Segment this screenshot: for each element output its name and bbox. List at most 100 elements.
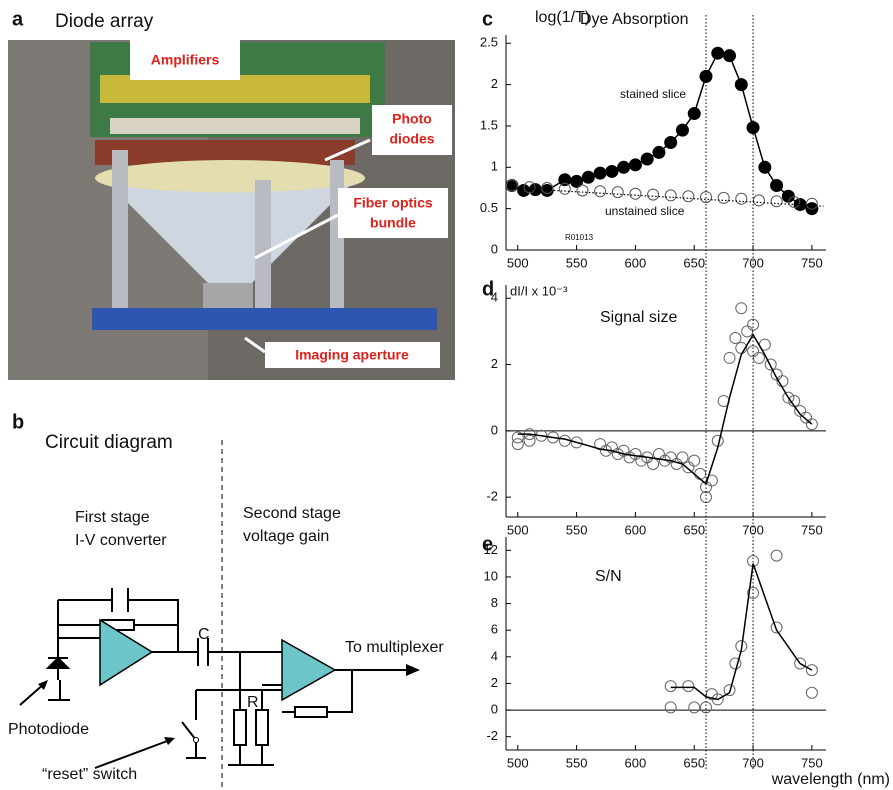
data-point [682,190,695,203]
data-point [628,158,642,172]
data-point [505,179,518,192]
photo-title: Diode array [55,11,154,32]
y-tick-label: 8 [491,595,498,610]
data-point [570,436,583,449]
panel-label: a [12,8,24,30]
x-tick-label: 750 [801,755,823,770]
data-point [735,192,748,205]
chart-title: S/N [595,568,622,585]
data-point [647,457,660,470]
data-point [535,429,548,442]
data-point [664,701,677,714]
annotation: R01013 [565,233,594,242]
stage-label: Second stage [243,505,341,522]
data-point [794,657,807,670]
data-point [747,586,760,599]
data-point [781,189,795,203]
data-point [541,181,554,194]
data-point [688,701,701,714]
switch-label: “reset” switch [42,766,137,783]
x-tick-label: 500 [507,255,529,270]
data-point [523,434,536,447]
y-tick-label: 0 [491,422,498,437]
data-point [752,351,765,364]
data-point [647,188,660,201]
photo-label: Fiber optics [353,195,433,211]
data-point [770,621,783,634]
data-line [511,52,813,210]
y-tick-label: 4 [491,648,498,663]
data-point [640,152,654,166]
data-point [700,191,712,204]
data-point [741,325,754,338]
data-point [788,196,801,209]
photo-label: bundle [370,215,416,231]
data-point [723,351,736,364]
photodiode-label: Photodiode [8,721,89,738]
data-point [664,136,678,149]
x-tick-label: 750 [801,255,823,270]
data-point [711,693,724,706]
data-point [581,170,595,184]
data-point [687,107,701,121]
y-tick-label: 0 [491,702,498,717]
data-point [676,451,689,464]
y-axis-label: log(1/T) [535,9,590,26]
y-tick-label: -2 [486,489,498,504]
stage-label: First stage [75,509,150,526]
x-tick-label: 600 [625,755,647,770]
x-tick-label: 550 [566,755,588,770]
data-point [758,160,772,174]
y-tick-label: 1 [491,159,498,174]
photo-label: Photo [392,111,432,127]
data-point [594,185,607,198]
data-point [770,195,783,208]
x-tick-label: 700 [742,755,764,770]
y-tick-label: 2 [491,675,498,690]
data-point [752,194,765,207]
annotation: unstained slice [605,204,685,218]
y-tick-label: 12 [484,542,498,557]
data-point [611,186,624,199]
panel-label: c [482,8,493,30]
x-tick-label: 650 [683,522,705,537]
y-tick-label: 6 [491,622,498,637]
panel-label: e [482,533,493,555]
chart-title: Dye Absorption [580,11,689,28]
x-tick-label: 750 [801,522,823,537]
photo-label: diodes [389,131,434,147]
data-point [694,467,707,480]
panel-label: d [482,278,494,300]
data-point [664,680,677,693]
data-point [764,358,777,371]
data-point [782,391,795,404]
y-tick-label: 10 [484,568,498,583]
data-point [805,202,819,216]
x-tick-label: 650 [683,255,705,270]
y-tick-label: 2 [491,76,498,91]
data-point [511,431,524,444]
x-tick-label: 700 [742,255,764,270]
data-point [528,183,542,197]
data-point [558,173,572,187]
data-point [805,686,818,699]
circuit [19,440,420,790]
data-point [711,46,725,60]
component-label: C [198,626,210,643]
data-point [682,680,695,693]
x-tick-label: 550 [566,255,588,270]
y-tick-label: 4 [491,290,498,305]
data-point [629,187,642,200]
panel-label: b [12,411,24,433]
data-point [570,174,584,188]
output-label: To multiplexer [345,639,444,656]
annotation: stained slice [620,87,686,101]
y-tick-label: 0 [491,241,498,256]
chart-title: Signal size [600,309,677,326]
y-tick-label: 2 [491,356,498,371]
y-tick-label: -2 [486,728,498,743]
photo [8,40,455,380]
data-point [576,184,589,197]
data-point [511,438,524,451]
data-point [652,145,666,159]
